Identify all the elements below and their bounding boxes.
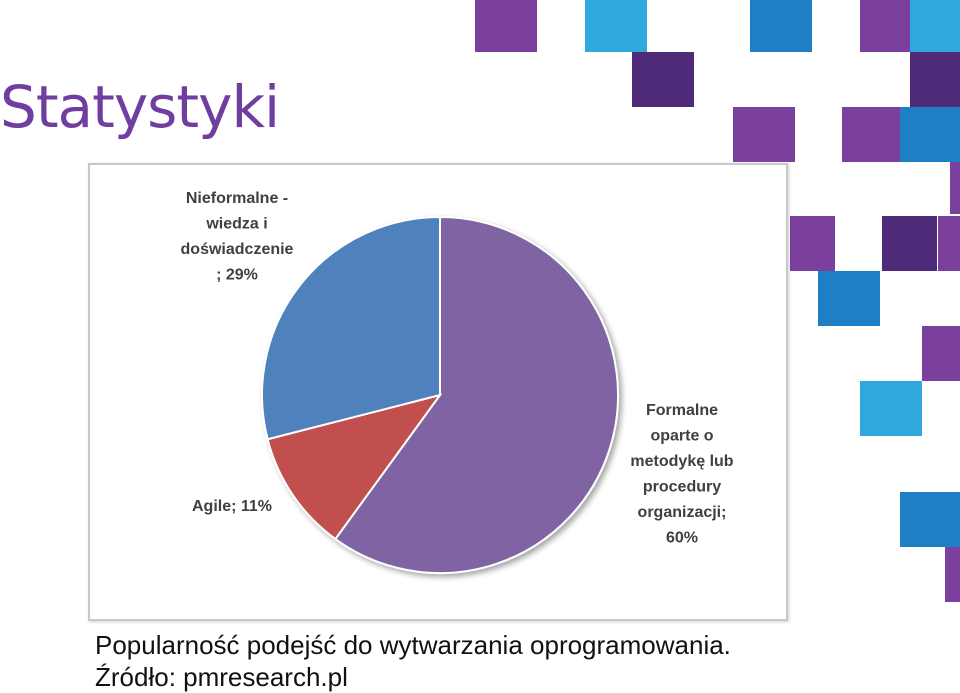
slice-label-line: Nieformalne - bbox=[186, 190, 288, 207]
decorative-square bbox=[750, 0, 812, 52]
decorative-square bbox=[733, 107, 795, 162]
slice-label-line: Formalne bbox=[646, 402, 718, 419]
slice-label-agile: Agile; 11% bbox=[192, 498, 272, 515]
slice-label-line: wiedza i bbox=[205, 216, 267, 233]
slice-label-nieformalne: Nieformalne - wiedza i doświadczenie ; 29% bbox=[181, 190, 294, 284]
slice-label-formalne: Formalne oparte o metodykę lub procedury org… bbox=[630, 402, 733, 547]
pie-slice-nieformalne bbox=[261, 215, 441, 441]
pie-chart: Formalne oparte o metodykę lub procedury org… bbox=[181, 190, 734, 574]
decorative-square bbox=[632, 52, 694, 107]
slice-label-line: organizacji; bbox=[638, 504, 727, 521]
decorative-square bbox=[900, 492, 960, 547]
decorative-square bbox=[900, 107, 960, 162]
decorative-square bbox=[818, 271, 880, 326]
pie-slice-agile bbox=[266, 393, 443, 541]
caption-source: Źródło: pmresearch.pl bbox=[95, 662, 348, 692]
decorative-square bbox=[945, 547, 960, 602]
decorative-square bbox=[860, 0, 910, 52]
decorative-square bbox=[938, 216, 960, 271]
slice-label-line: metodykę lub bbox=[630, 453, 733, 470]
caption-description: Popularność podejść do wytwarzania oprog… bbox=[95, 630, 731, 660]
decorative-square bbox=[950, 162, 960, 214]
slice-label-line: Agile; 11% bbox=[192, 498, 272, 515]
slice-label-line: doświadczenie bbox=[181, 241, 294, 258]
slice-label-line: procedury bbox=[643, 479, 721, 496]
decorative-square bbox=[475, 0, 537, 52]
page-title: Statystyki bbox=[0, 73, 280, 141]
decorative-square bbox=[860, 381, 922, 436]
decorative-square bbox=[910, 52, 960, 107]
slice-label-line: oparte o bbox=[650, 428, 713, 445]
decorative-square bbox=[585, 0, 647, 52]
decorative-square bbox=[882, 216, 937, 271]
decorative-square bbox=[922, 326, 960, 381]
slice-label-line: 60% bbox=[666, 530, 698, 547]
decorative-square bbox=[910, 0, 960, 52]
pie-slice-formalne bbox=[333, 215, 619, 574]
decorative-square bbox=[790, 216, 835, 271]
slice-label-line: ; 29% bbox=[216, 267, 258, 284]
decorative-square bbox=[842, 107, 904, 162]
chart-container: Formalne oparte o metodykę lub procedury org… bbox=[88, 163, 788, 621]
chart-caption: Popularność podejść do wytwarzania oprog… bbox=[95, 629, 731, 693]
